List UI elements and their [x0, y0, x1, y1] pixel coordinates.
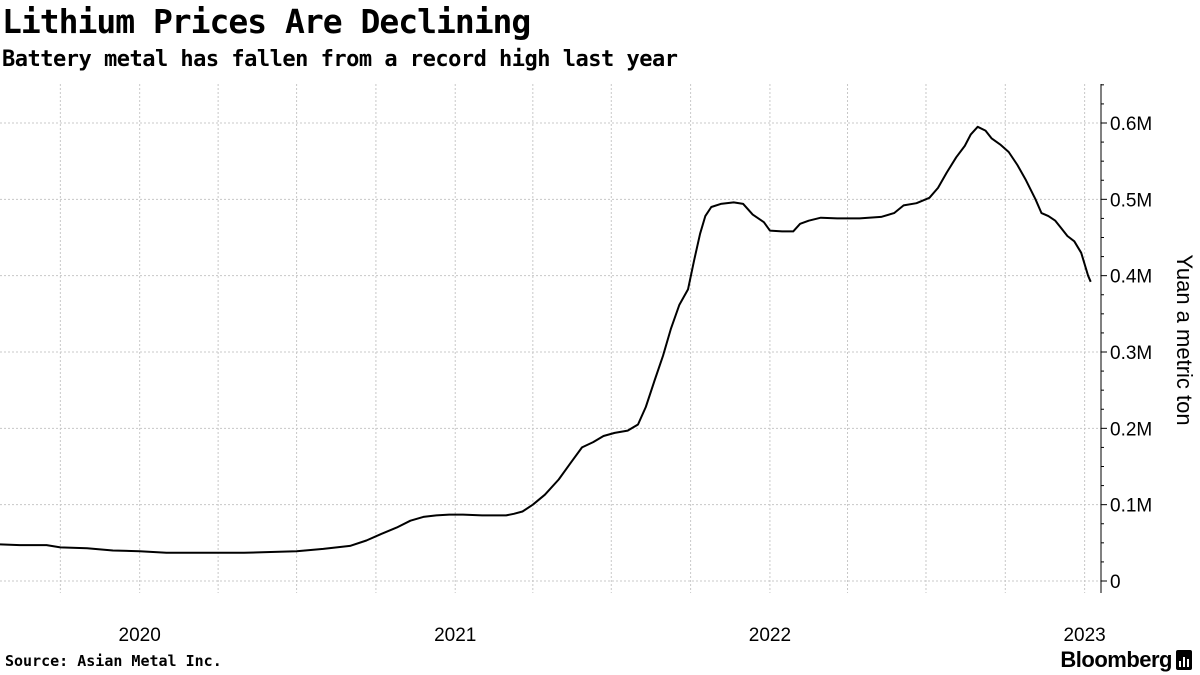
x-tick-label: 2021	[434, 625, 476, 646]
y-tick-label: 0.2M	[1110, 419, 1152, 440]
x-ticks: 2020 2021 2022 2023	[119, 625, 1106, 646]
y-tick-label: 0.1M	[1110, 496, 1152, 517]
gridlines	[0, 84, 1101, 593]
source-note: Source: Asian Metal Inc.	[5, 652, 222, 670]
chart-subtitle: Battery metal has fallen from a record h…	[2, 47, 678, 72]
brand-name: Bloomberg	[1060, 647, 1172, 672]
y-tick-label: 0.4M	[1110, 267, 1152, 288]
price-line	[0, 125, 1092, 554]
bloomberg-terminal-icon	[1176, 650, 1192, 670]
y-tick-label: 0.5M	[1110, 190, 1152, 211]
y-axis-label: Yuan a metric ton	[1172, 254, 1197, 425]
x-tick-label: 2020	[119, 625, 161, 646]
y-tick-label: 0.6M	[1110, 114, 1152, 135]
bloomberg-logo: Bloomberg	[1060, 647, 1192, 673]
series-layer	[0, 125, 1092, 554]
x-tick-label: 2023	[1063, 625, 1105, 646]
y-ticks: 0 0.1M 0.2M 0.3M 0.4M 0.5M 0.6M	[1101, 84, 1152, 593]
x-tick-label: 2022	[749, 625, 791, 646]
chart-title: Lithium Prices Are Declining	[2, 2, 531, 41]
y-tick-label: 0.3M	[1110, 343, 1152, 364]
y-tick-label: 0	[1110, 572, 1121, 593]
